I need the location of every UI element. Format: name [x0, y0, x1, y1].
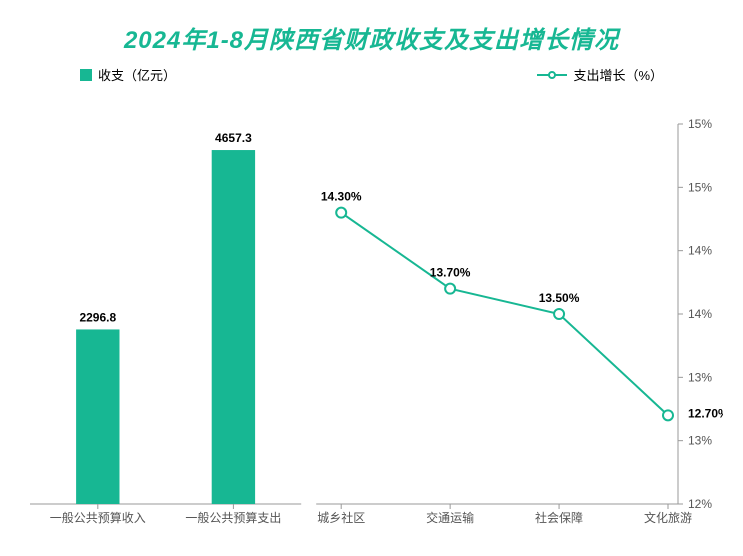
line-ytick-label: 13%	[688, 434, 712, 448]
line-ytick-label: 15%	[688, 180, 712, 194]
line-path	[341, 213, 668, 416]
bar	[76, 329, 119, 504]
line-value-label: 12.70%	[688, 406, 723, 420]
legend-line: 支出增长（%）	[537, 65, 663, 84]
legend-bar: 收支（亿元）	[80, 65, 176, 84]
line-value-label: 14.30%	[321, 190, 362, 204]
bar-category-label: 一般公共预算支出	[185, 510, 281, 525]
legend: 收支（亿元） 支出增长（%）	[20, 55, 723, 84]
chart-container: 2024年1-8月陕西省财政收支及支出增长情况 收支（亿元） 支出增长（%） 2…	[0, 0, 743, 556]
legend-bar-swatch	[80, 69, 92, 81]
line-ytick-label: 14%	[688, 307, 712, 321]
line-marker	[445, 284, 455, 294]
line-category-label: 文化旅游	[644, 510, 692, 525]
plot-area: 2296.8 一般公共预算收入 4657.3 一般公共预算支出 12% 13% 13% 14%…	[20, 94, 723, 534]
legend-bar-label: 收支（亿元）	[98, 65, 176, 84]
line-value-label: 13.50%	[539, 291, 580, 305]
plot-svg: 2296.8 一般公共预算收入 4657.3 一般公共预算支出 12% 13% 13% 14%…	[20, 94, 723, 534]
line-category-label: 社会保障	[535, 510, 583, 525]
line-ytick-label: 12%	[688, 497, 712, 511]
line-value-label: 13.70%	[430, 266, 471, 280]
line-marker	[554, 309, 564, 319]
line-marker	[663, 410, 673, 420]
line-ytick-label: 15%	[688, 117, 712, 131]
line-category-label: 交通运输	[426, 510, 474, 525]
chart-title: 2024年1-8月陕西省财政收支及支出增长情况	[20, 20, 723, 55]
legend-line-swatch	[537, 69, 567, 81]
bar-category-label: 一般公共预算收入	[50, 510, 146, 525]
line-marker	[336, 208, 346, 218]
line-ytick-label: 13%	[688, 370, 712, 384]
line-ytick-label: 14%	[688, 244, 712, 258]
bar-value-label: 2296.8	[79, 310, 116, 324]
bar-value-label: 4657.3	[215, 131, 252, 145]
line-category-label: 城乡社区	[317, 510, 365, 525]
legend-line-label: 支出增长（%）	[573, 65, 663, 84]
bar	[212, 150, 255, 504]
